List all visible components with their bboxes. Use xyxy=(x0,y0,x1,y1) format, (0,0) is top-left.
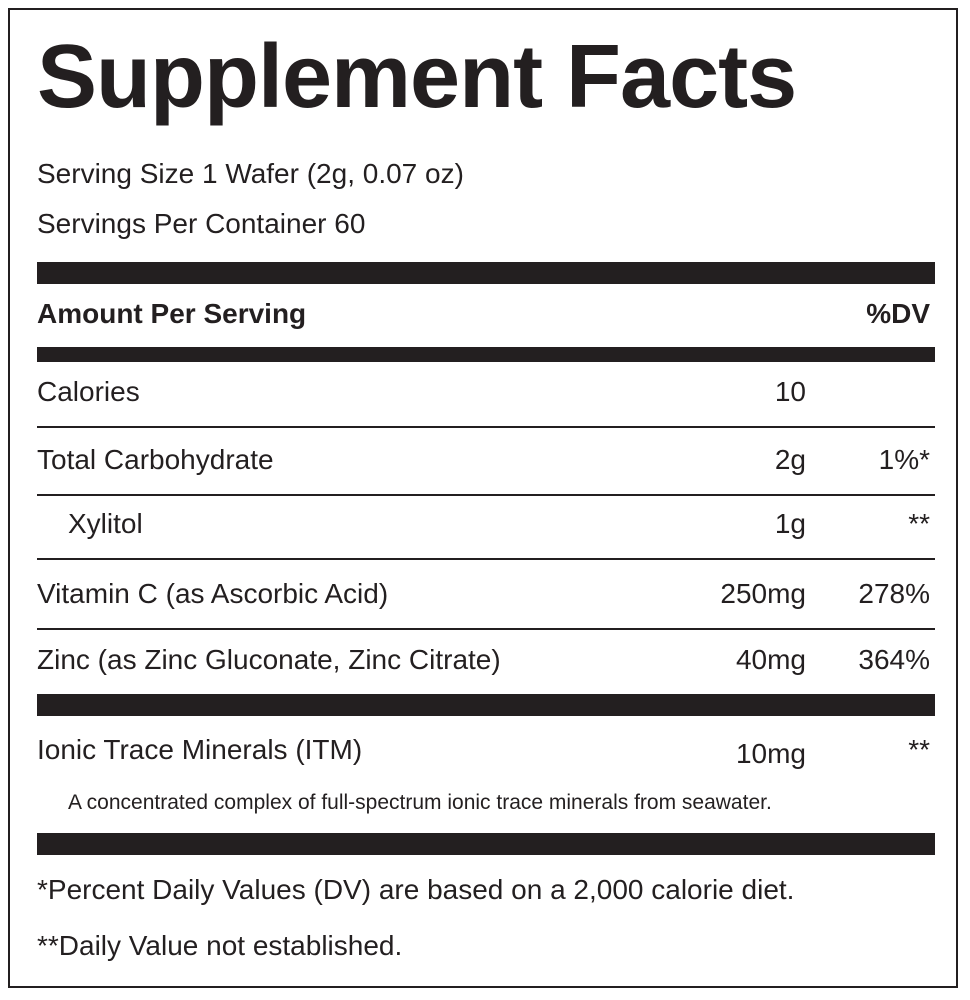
thin-rule xyxy=(37,628,935,630)
row-name: Zinc (as Zinc Gluconate, Zinc Citrate) xyxy=(37,644,501,675)
row-dv: 1%* xyxy=(878,444,930,475)
thick-rule xyxy=(37,262,935,284)
ionic-note: A concentrated complex of full-spectrum … xyxy=(68,791,772,814)
thick-rule xyxy=(37,347,935,362)
title: Supplement Facts xyxy=(37,27,797,127)
ionic-amount: 10mg xyxy=(735,738,806,769)
row-amount: 10 xyxy=(774,376,806,407)
footnote: *Percent Daily Values (DV) are based on … xyxy=(37,874,795,905)
thick-rule xyxy=(37,833,935,855)
row-amount: 2g xyxy=(774,444,806,475)
row-name: Calories xyxy=(37,376,140,407)
footnote: **Daily Value not established. xyxy=(37,930,403,961)
serving-size: Serving Size 1 Wafer (2g, 0.07 oz) xyxy=(37,158,464,189)
row-name: Xylitol xyxy=(68,508,143,539)
ionic-dv: ** xyxy=(908,734,930,765)
thin-rule xyxy=(37,494,935,496)
row-amount: 40mg xyxy=(735,644,806,675)
header-amount: Amount Per Serving xyxy=(37,298,307,329)
ionic-name: Ionic Trace Minerals (ITM) xyxy=(37,734,363,765)
row-amount: 1g xyxy=(774,508,806,539)
servings-per-container: Servings Per Container 60 xyxy=(37,208,366,239)
row-name: Vitamin C (as Ascorbic Acid) xyxy=(37,578,389,609)
row-dv: 364% xyxy=(858,644,930,675)
supplement-facts-label: Supplement Facts Serving Size 1 Wafer (2… xyxy=(8,8,958,988)
thin-rule xyxy=(37,426,935,428)
row-dv: ** xyxy=(908,508,930,539)
thick-rule xyxy=(37,694,935,716)
thin-rule xyxy=(37,558,935,560)
row-dv: 278% xyxy=(858,578,930,609)
header-dv: %DV xyxy=(866,298,930,329)
row-amount: 250mg xyxy=(720,578,806,609)
row-name: Total Carbohydrate xyxy=(37,444,274,475)
